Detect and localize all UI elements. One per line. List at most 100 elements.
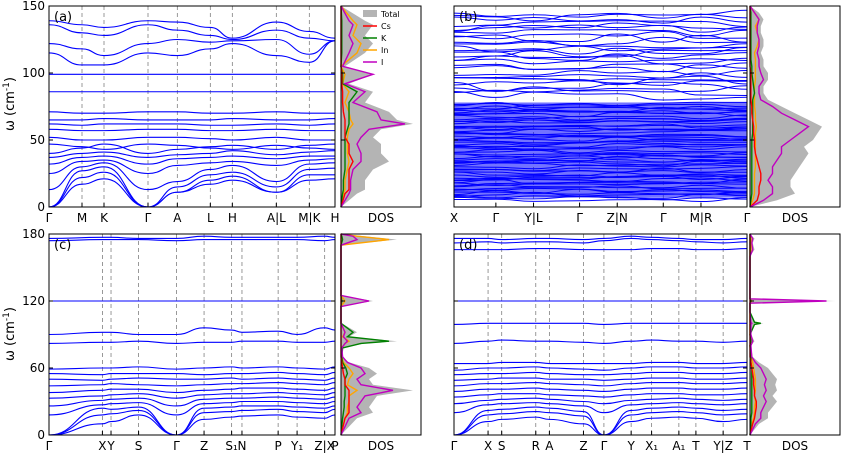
phonon-band xyxy=(49,405,335,435)
y-tick-label: 60 xyxy=(30,361,45,375)
k-point-label: Z xyxy=(200,439,208,453)
phonon-band xyxy=(454,36,747,47)
band-lines xyxy=(49,235,335,435)
phonon-band xyxy=(454,406,747,435)
phonon-band xyxy=(454,416,747,435)
k-point-label: Y xyxy=(106,439,115,453)
dos-total-fill xyxy=(341,234,413,435)
y-tick-label: 150 xyxy=(22,0,45,13)
y-axis-label-bottom: ω (cm-1) xyxy=(2,307,18,361)
legend-label: K xyxy=(381,34,387,43)
dos-line-i xyxy=(340,233,394,436)
k-point-label: A|L xyxy=(267,211,286,225)
dos-total-fill xyxy=(341,6,413,207)
y-axis-label-top: ω (cm-1) xyxy=(2,77,18,131)
phonon-band xyxy=(49,366,335,370)
phonon-band xyxy=(454,20,747,28)
dos-total-fill xyxy=(750,6,822,207)
k-point-label: S xyxy=(135,439,143,453)
phonon-band xyxy=(49,235,335,240)
legend-swatch-total xyxy=(363,10,377,17)
legend-label: Cs xyxy=(381,22,391,31)
k-point-label: K xyxy=(100,211,109,225)
phonon-band xyxy=(49,143,335,150)
k-point-label: X xyxy=(98,439,106,453)
k-point-label: M xyxy=(77,211,87,225)
band-frame xyxy=(48,5,336,208)
phonon-band xyxy=(454,41,747,49)
band-frame xyxy=(48,233,336,436)
band-dense-region xyxy=(454,102,747,198)
phonon-band xyxy=(454,381,747,387)
phonon-band xyxy=(49,340,335,344)
panel-label: (b) xyxy=(459,10,477,25)
y-tick-label: 180 xyxy=(22,227,45,241)
phonon-band xyxy=(49,387,335,394)
phonon-band xyxy=(454,63,747,73)
phonon-band xyxy=(454,91,747,101)
phonon-band xyxy=(454,9,747,18)
phonon-band xyxy=(454,366,747,371)
k-point-label: Y₁ xyxy=(290,439,303,453)
panel-b: (b) X Γ Y|L Γ Z|N Γ M|R Γ DOS xyxy=(450,5,841,225)
k-point-label: T xyxy=(742,439,751,453)
phonon-band xyxy=(454,402,747,414)
phonon-band xyxy=(454,197,747,203)
k-point-label: A₁ xyxy=(672,439,685,453)
k-point-label: S₁ xyxy=(225,439,238,453)
k-point-label: A xyxy=(545,439,554,453)
k-point-label: R xyxy=(532,439,540,453)
phonon-band xyxy=(454,29,747,37)
dos-axis-label: DOS xyxy=(368,211,394,225)
y-tick-label: 100 xyxy=(22,66,45,80)
dos-panel: DOS xyxy=(749,5,841,225)
phonon-band xyxy=(49,38,335,57)
dos-line-i xyxy=(340,5,406,208)
k-point-label: X xyxy=(450,211,458,225)
phonon-band xyxy=(454,322,747,326)
phonon-band xyxy=(454,31,747,40)
phonon-band xyxy=(49,162,335,191)
phonon-band xyxy=(454,339,747,344)
dos-panel: DOS xyxy=(340,233,422,453)
dos-axis-label: DOS xyxy=(368,439,394,453)
panel-label: (c) xyxy=(54,238,71,253)
k-point-label: X₁ xyxy=(645,439,658,453)
phonon-band xyxy=(454,377,747,381)
phonon-band xyxy=(454,22,747,32)
k-point-label: N xyxy=(237,439,246,453)
phonon-band xyxy=(454,235,747,241)
dos-panel: DOS xyxy=(749,233,841,453)
k-point-label: Z|N xyxy=(607,211,628,225)
k-point-label: Y|L xyxy=(523,211,542,225)
k-point-label: Γ xyxy=(145,211,152,225)
k-point-label: H xyxy=(330,211,339,225)
phonon-band xyxy=(454,16,747,24)
panel-label: (d) xyxy=(459,238,477,253)
phonon-band xyxy=(454,397,747,405)
phonon-band xyxy=(454,237,747,244)
phonon-band xyxy=(49,166,335,207)
k-point-label: P xyxy=(331,439,338,453)
phonon-band xyxy=(454,371,747,376)
phonon-band xyxy=(49,381,335,387)
y-tick-label: 0 xyxy=(37,428,45,442)
dos-line-i xyxy=(749,5,810,208)
band-frame xyxy=(453,5,748,208)
phonon-band xyxy=(49,396,335,407)
k-point-label: Γ xyxy=(744,211,751,225)
svg-text:ω (cm-1): ω (cm-1) xyxy=(2,77,18,131)
phonon-band xyxy=(49,128,335,132)
phonon-band xyxy=(49,408,335,435)
k-point-label: Z|X xyxy=(314,439,334,453)
ylabel-close: ) xyxy=(3,307,18,312)
phonon-band xyxy=(49,20,335,39)
k-point-label: L xyxy=(207,211,214,225)
phonon-band xyxy=(49,158,335,175)
phonon-band xyxy=(49,377,335,381)
legend-label: Total xyxy=(380,10,400,19)
band-frame xyxy=(453,233,748,436)
dos-line-k xyxy=(340,5,359,208)
phonon-band xyxy=(454,72,747,79)
